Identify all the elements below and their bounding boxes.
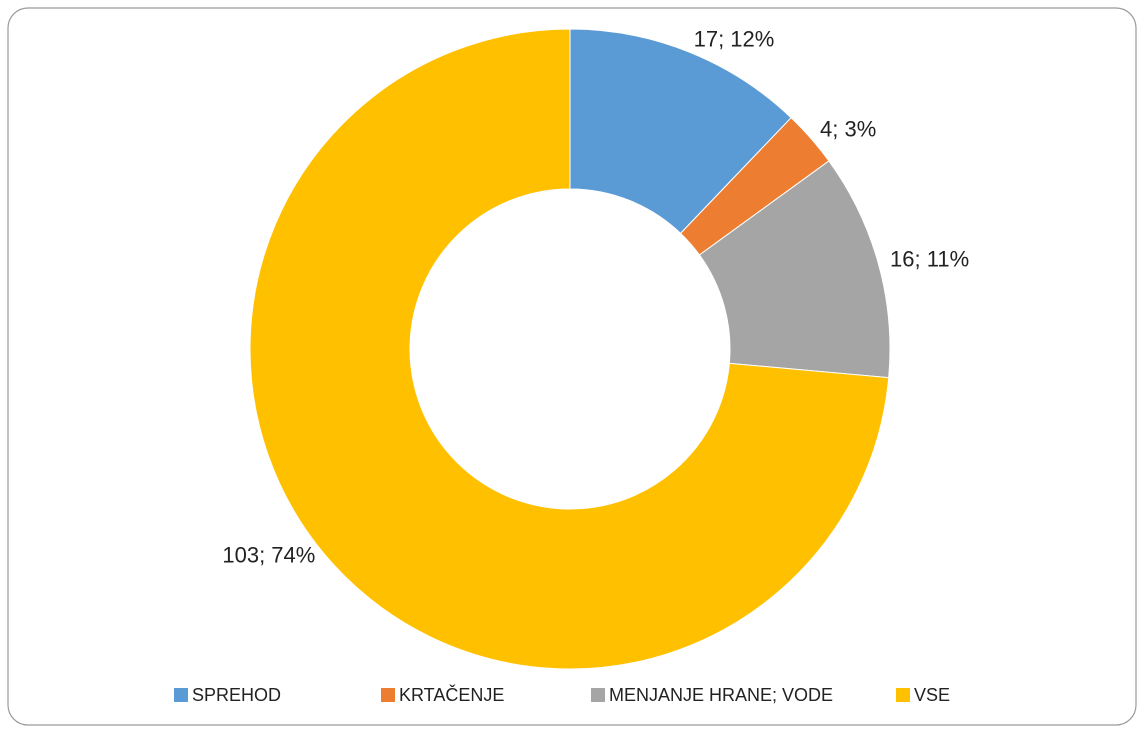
data-label: 16; 11%: [890, 246, 969, 271]
data-label: 4; 3%: [820, 116, 876, 141]
donut-slice: [569, 28, 792, 235]
legend-swatch: [896, 688, 910, 702]
data-label: 103; 74%: [222, 543, 315, 568]
legend-label: VSE: [914, 685, 950, 705]
donut-slice: [698, 160, 891, 379]
legend-swatch: [591, 688, 605, 702]
legend-swatch: [381, 688, 395, 702]
legend-swatch: [174, 688, 188, 702]
donut-slice: [249, 28, 890, 670]
legend-label: KRTAČENJE: [399, 684, 504, 705]
chart-frame: [7, 7, 1137, 726]
legend-label: SPREHOD: [192, 685, 281, 705]
legend-label: MENJANJE HRANE; VODE: [609, 685, 833, 705]
data-label: 17; 12%: [694, 27, 775, 52]
